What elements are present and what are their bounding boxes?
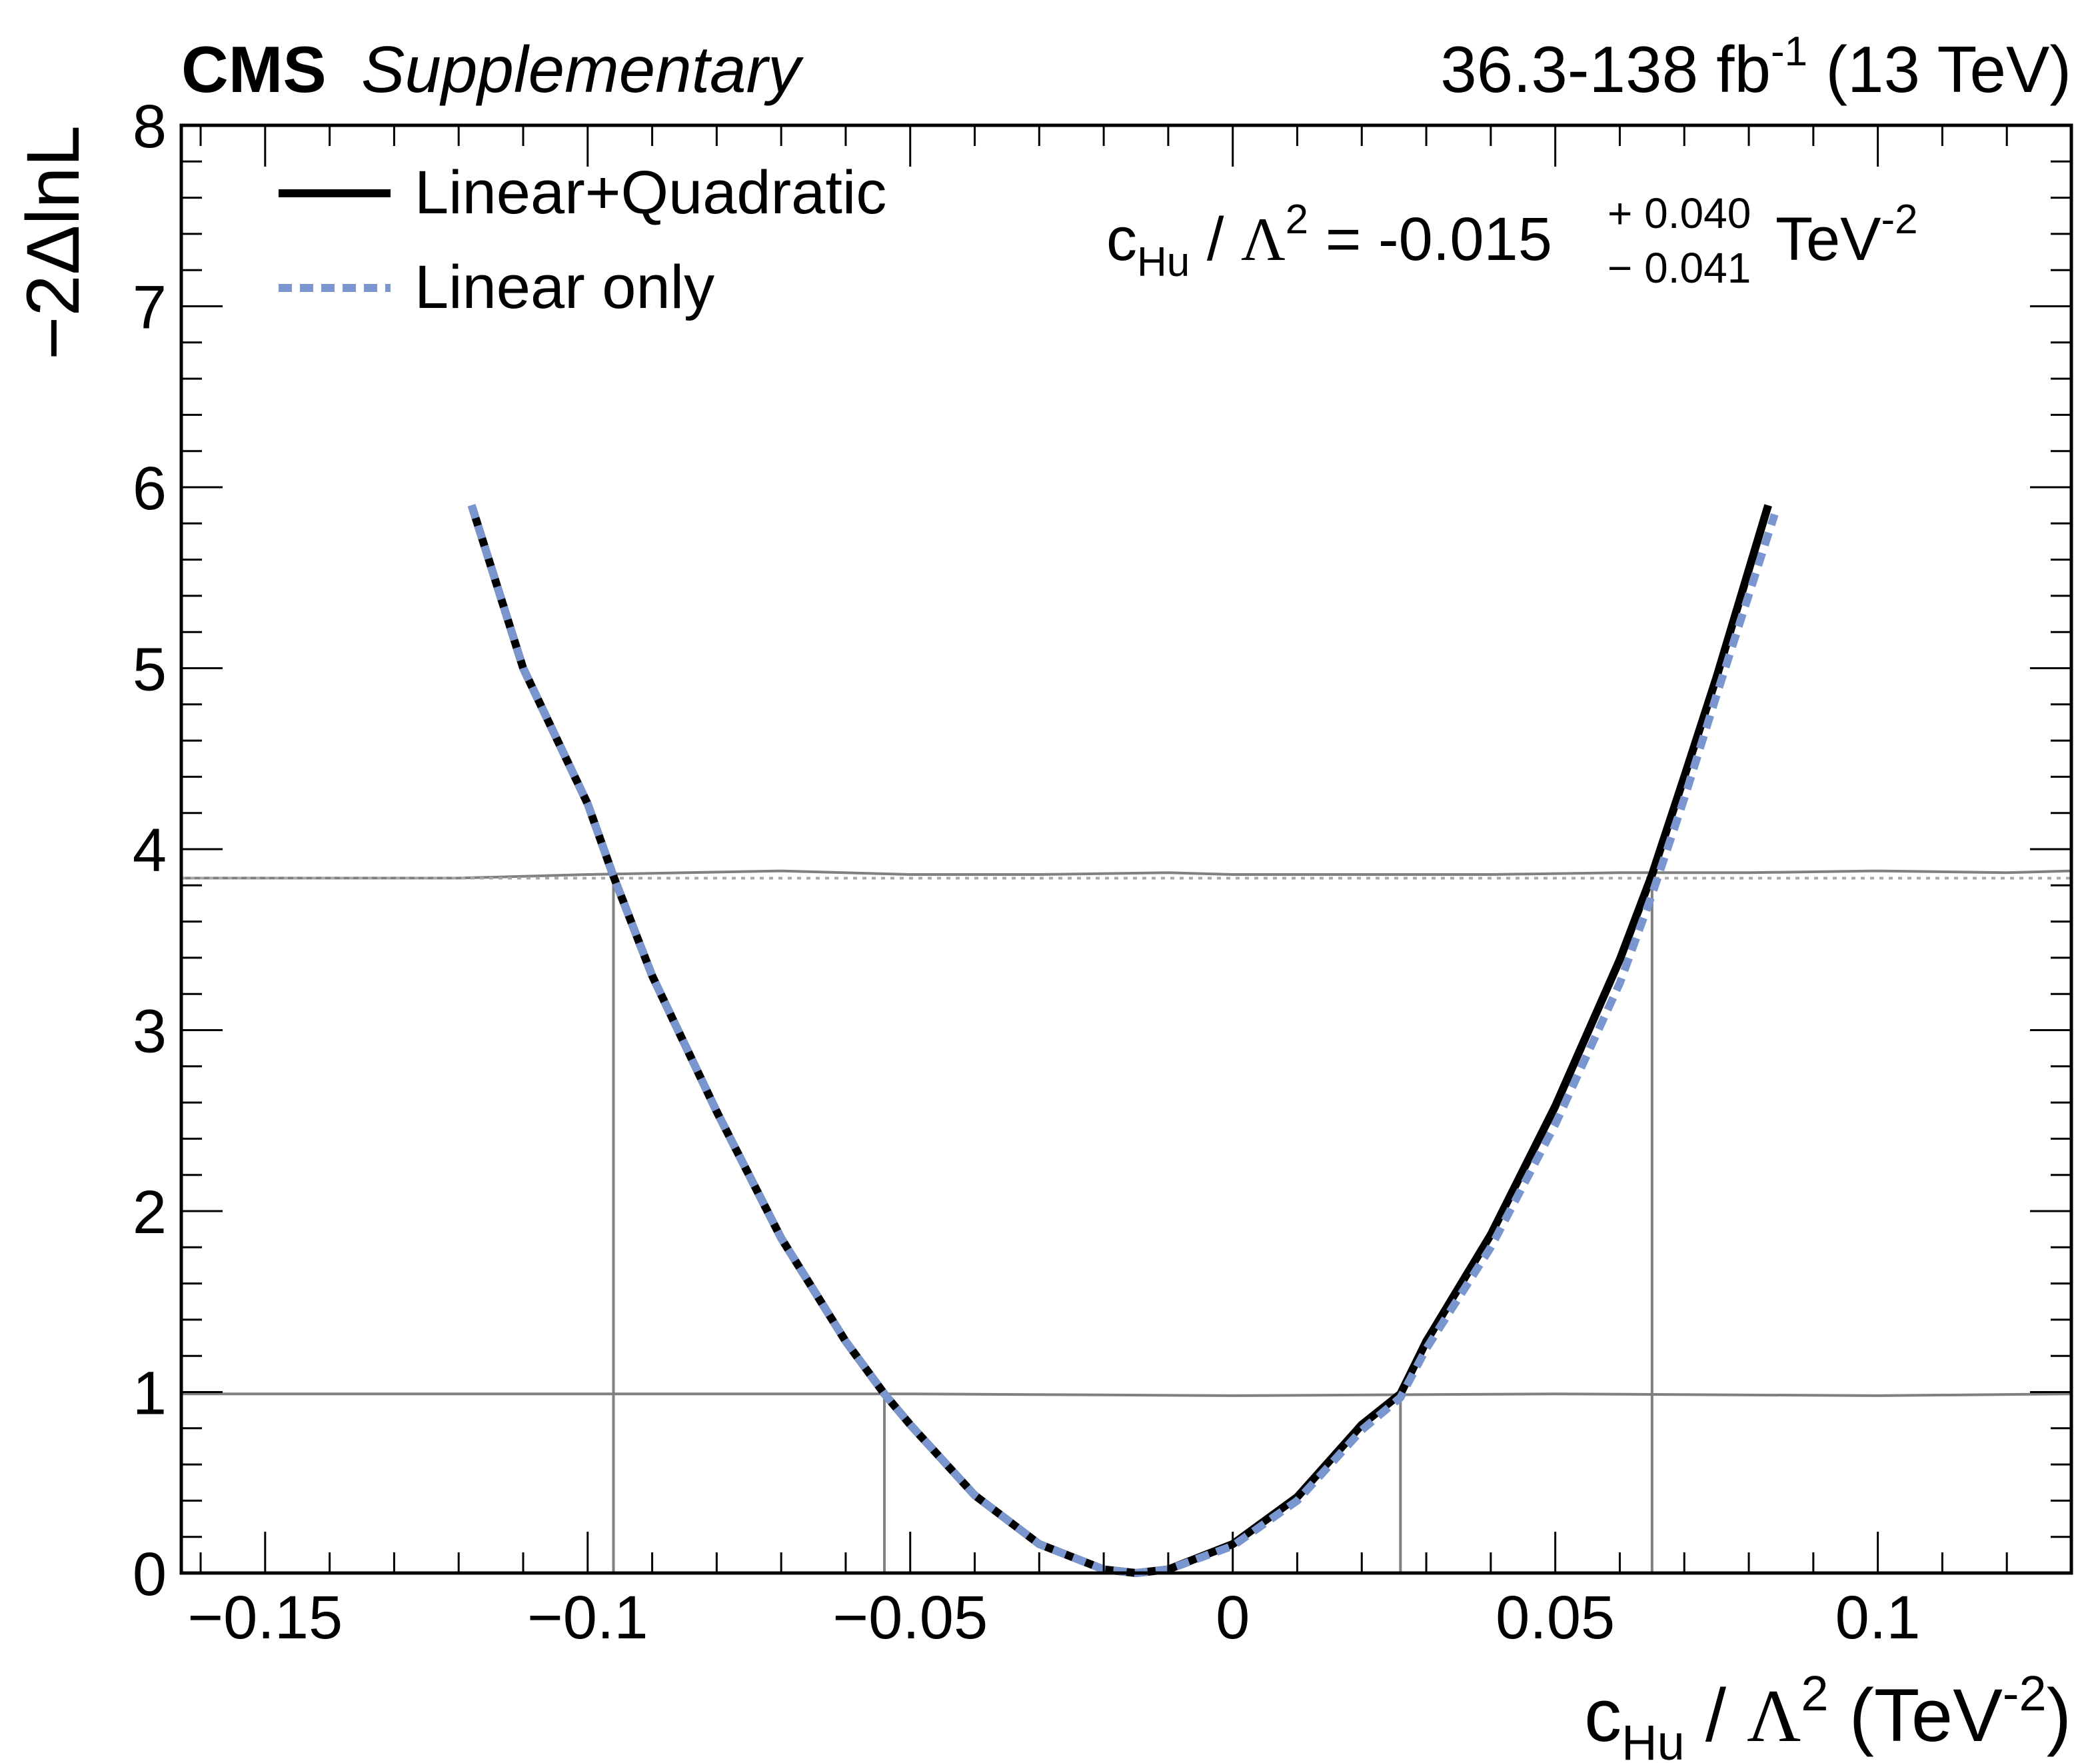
legend-label-linear-only: Linear only bbox=[415, 253, 714, 321]
y-tick-label: 8 bbox=[133, 93, 167, 161]
x-tick-label: −0.15 bbox=[187, 1584, 343, 1652]
y-tick-label: 5 bbox=[133, 636, 167, 704]
x-tick-labels: −0.15 −0.1 −0.05 0 0.05 0.1 bbox=[187, 1584, 1920, 1652]
legend: Linear+Quadratic Linear only bbox=[279, 159, 886, 321]
y-tick-label: 0 bbox=[133, 1540, 167, 1608]
legend-label-linear-quadratic: Linear+Quadratic bbox=[415, 159, 886, 227]
result-main: cHu / Λ2 = -0.015 bbox=[1106, 197, 1552, 285]
x-tick-label: −0.1 bbox=[527, 1584, 648, 1652]
crossing-lines bbox=[612, 878, 1653, 1573]
y-tick-labels: 0 1 2 3 4 5 6 7 8 bbox=[133, 93, 167, 1608]
y-tick-label: 6 bbox=[133, 455, 167, 523]
x-tick-label: 0.05 bbox=[1496, 1584, 1615, 1652]
y-tick-label: 2 bbox=[133, 1178, 167, 1246]
y-axis-label: −2ΔlnL bbox=[11, 125, 95, 360]
y-tick-label: 7 bbox=[133, 274, 167, 342]
supplementary-label: Supplementary bbox=[361, 33, 804, 106]
result-error-down: − 0.041 bbox=[1607, 244, 1751, 292]
result-unit: TeV-2 bbox=[1775, 197, 1918, 273]
result-error-up: + 0.040 bbox=[1607, 189, 1751, 237]
x-tick-label: 0.1 bbox=[1835, 1584, 1921, 1652]
luminosity-label: 36.3-138 fb-1 (13 TeV) bbox=[1440, 29, 2071, 106]
threshold-lines bbox=[181, 869, 2072, 1397]
threshold-line-2 bbox=[181, 1392, 2072, 1397]
y-tick-label: 4 bbox=[133, 817, 167, 884]
x-tick-label: −0.05 bbox=[832, 1584, 988, 1652]
y-tick-label: 3 bbox=[133, 998, 167, 1066]
experiment-label: CMS bbox=[181, 33, 327, 106]
x-axis-label: cHu / Λ2 (TeV-2) bbox=[1584, 1666, 2071, 1763]
axis-ticks bbox=[181, 124, 2073, 1574]
y-tick-label: 1 bbox=[133, 1360, 167, 1428]
result-annotation: cHu / Λ2 = -0.015 + 0.040 − 0.041 TeV-2 bbox=[1106, 189, 1918, 292]
x-tick-label: 0 bbox=[1216, 1584, 1250, 1652]
threshold-line-0 bbox=[181, 869, 2072, 880]
